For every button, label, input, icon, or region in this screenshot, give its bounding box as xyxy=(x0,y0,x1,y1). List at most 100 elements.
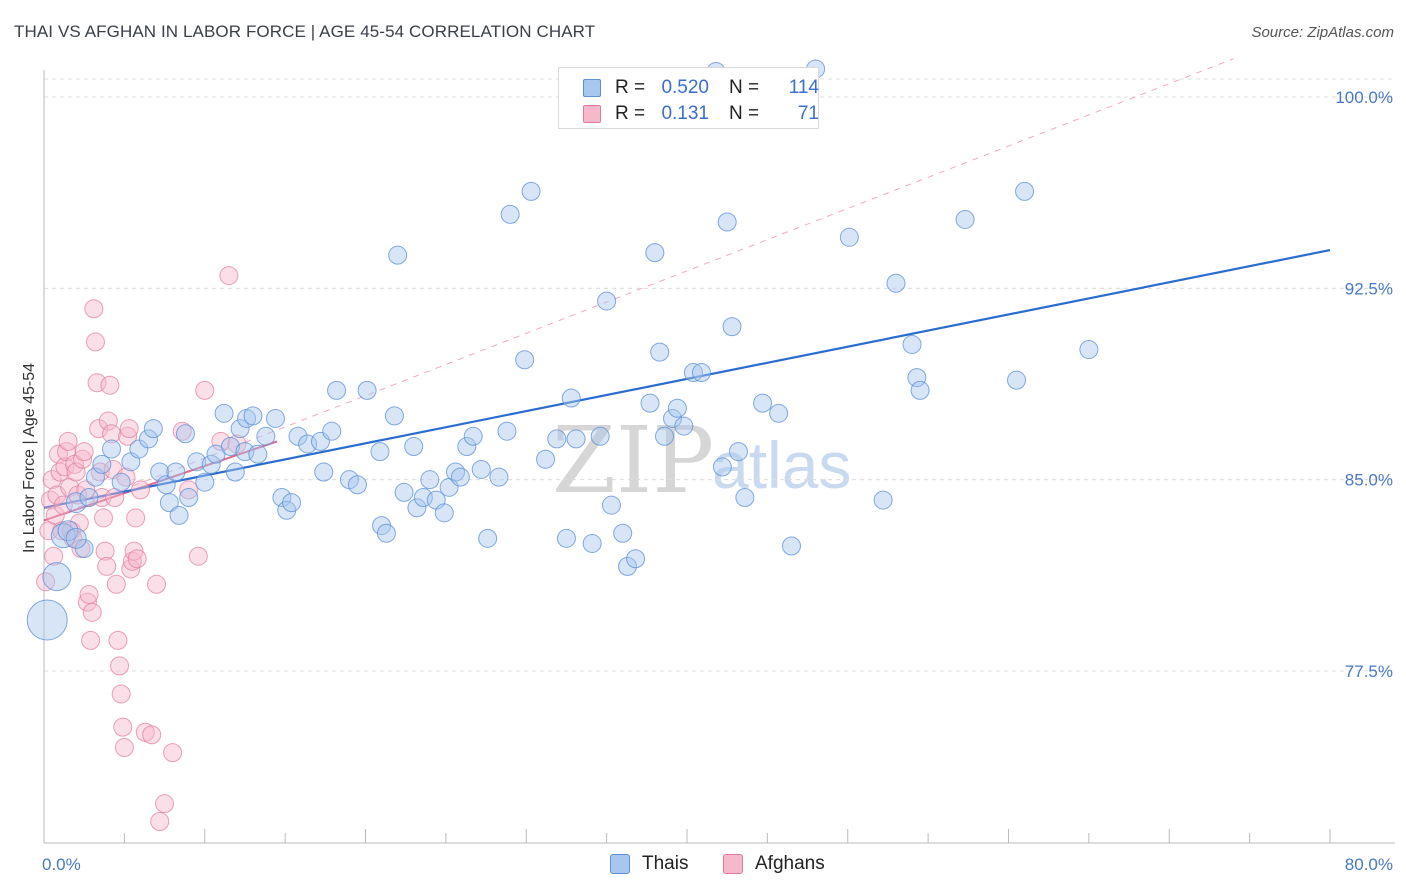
thai-point xyxy=(907,368,927,388)
afghan-point xyxy=(124,541,144,561)
afghan-point xyxy=(114,738,134,758)
thai-point xyxy=(322,421,342,441)
thai-point xyxy=(50,523,76,549)
bottom-legend-label-afghans: Afghans xyxy=(755,853,825,874)
thai-point xyxy=(590,426,610,446)
afghan-point xyxy=(142,725,162,745)
thai-point xyxy=(85,467,105,487)
bottom-legend: Thais Afghans xyxy=(0,850,1406,880)
y-tick-label: 85.0% xyxy=(1345,471,1393,490)
thai-point xyxy=(450,467,470,487)
legend-swatch-thais xyxy=(583,79,601,97)
thai-point xyxy=(497,421,517,441)
y-axis-title: In Labor Force | Age 45-54 xyxy=(21,363,38,553)
axes xyxy=(43,70,1395,844)
afghan-point xyxy=(40,490,60,510)
watermark-atlas: atlas xyxy=(712,428,851,502)
thai-point xyxy=(601,495,621,515)
thai-point xyxy=(722,317,742,337)
thai-point xyxy=(256,426,276,446)
afghan-point xyxy=(113,717,133,737)
thai-point xyxy=(753,393,773,413)
afghan-point xyxy=(82,602,102,622)
thai-point xyxy=(654,426,674,446)
thai-point xyxy=(873,490,893,510)
thai-point xyxy=(478,528,498,548)
afghan-point xyxy=(211,431,231,451)
thai-point xyxy=(1079,340,1099,360)
thai-point xyxy=(561,388,581,408)
thai-point xyxy=(547,429,567,449)
afghan-point xyxy=(79,584,99,604)
thai-point xyxy=(1015,181,1035,201)
thai-point xyxy=(626,549,646,569)
thai-point xyxy=(717,212,737,232)
tick-labels: 77.5% 85.0% 92.5% 100.0% 0.0% 80.0% xyxy=(42,88,1393,874)
thai-point xyxy=(282,493,302,513)
afghan-point xyxy=(150,812,170,832)
thai-point xyxy=(265,408,285,428)
thai-point xyxy=(650,342,670,362)
afghan-point xyxy=(98,411,118,431)
thai-point xyxy=(179,488,199,508)
thai-point xyxy=(159,493,179,513)
afghan-point xyxy=(102,424,122,444)
afghan-point xyxy=(93,508,113,528)
thai-point xyxy=(347,475,367,495)
thai-point xyxy=(712,457,732,477)
afghan-point xyxy=(118,426,138,446)
gridlines xyxy=(44,78,1395,672)
legend-r-value: 0.131 xyxy=(661,103,709,124)
page-title: THAI VS AFGHAN IN LABOR FORCE | AGE 45-5… xyxy=(14,22,596,41)
thai-point xyxy=(407,498,427,518)
afghan-point xyxy=(74,442,94,462)
afghan-point xyxy=(81,630,101,650)
afghan-point xyxy=(147,574,167,594)
thai-point xyxy=(243,406,263,426)
thai-point xyxy=(150,462,170,482)
afghan-point xyxy=(97,556,117,576)
thai-point xyxy=(65,492,87,514)
thai-point xyxy=(65,527,87,549)
thai-point xyxy=(691,363,711,383)
thai-point xyxy=(175,424,195,444)
afghan-point xyxy=(155,794,175,814)
afghan-point xyxy=(85,332,105,352)
thai-point xyxy=(618,556,638,576)
thai-point xyxy=(582,533,602,553)
watermark-zip: ZIP xyxy=(552,407,714,514)
thai-point xyxy=(138,429,158,449)
thai-point xyxy=(420,470,440,490)
afghan-point xyxy=(127,549,147,569)
afghan-point xyxy=(73,449,93,469)
afghan-point xyxy=(108,630,128,650)
legend-r-value: 0.520 xyxy=(661,77,709,98)
thai-point xyxy=(463,426,483,446)
thai-point xyxy=(26,599,68,641)
thai-point xyxy=(195,472,215,492)
thai-point xyxy=(515,350,535,370)
thai-point xyxy=(376,523,396,543)
afghan-point xyxy=(95,541,115,561)
afghan-point xyxy=(89,419,109,439)
afghan-point xyxy=(179,480,199,500)
legend-n-label: N = xyxy=(729,77,760,98)
afghan-point xyxy=(122,551,142,571)
afghan-point xyxy=(77,592,97,612)
thai-point xyxy=(674,416,694,436)
thai-point xyxy=(769,403,789,423)
thai-point xyxy=(521,181,541,201)
afghan-point xyxy=(110,656,130,676)
afghan-point xyxy=(42,470,62,490)
thai-point xyxy=(357,380,377,400)
thai-point xyxy=(102,439,122,459)
thai-point xyxy=(645,243,665,263)
thai-point xyxy=(79,488,99,508)
y-tick-label: 77.5% xyxy=(1345,662,1393,681)
legend-n-label: N = xyxy=(729,103,760,124)
bottom-legend-swatch-thais xyxy=(610,854,630,874)
afghan-point xyxy=(172,421,192,441)
afghan-point xyxy=(130,480,150,500)
x-tick-label: 0.0% xyxy=(42,855,81,874)
source-note: Source: ZipAtlas.com xyxy=(1251,24,1394,41)
